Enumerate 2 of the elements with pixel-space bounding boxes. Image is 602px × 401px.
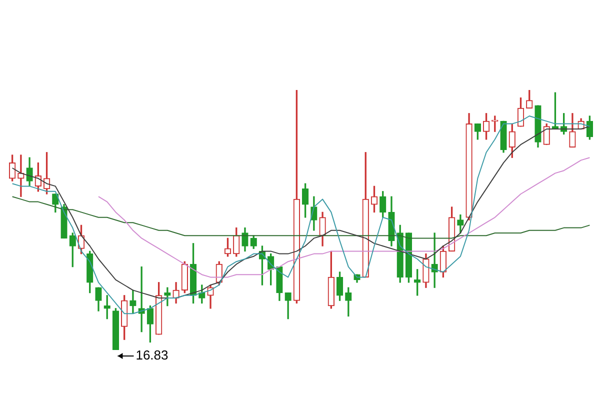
candlestick — [18, 154, 24, 197]
annotation: 16.83 — [136, 348, 168, 363]
